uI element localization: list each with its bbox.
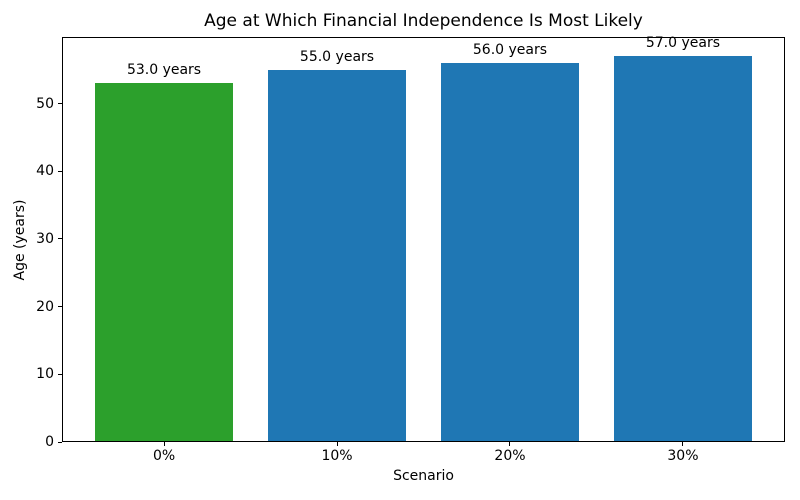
y-tick-label: 50 — [36, 95, 54, 112]
x-tick-mark — [163, 442, 165, 446]
bar-value-label: 55.0 years — [299, 48, 375, 65]
y-tick-label: 0 — [45, 434, 54, 450]
x-tick-mark — [682, 442, 684, 446]
bar — [94, 83, 234, 442]
y-tick-mark — [58, 170, 62, 172]
x-tick-label: 30% — [667, 448, 699, 464]
y-tick-label: 20 — [36, 298, 54, 315]
bar — [440, 63, 580, 442]
bar-value-label: 53.0 years — [126, 62, 202, 79]
bar-value-label: 57.0 years — [645, 35, 720, 52]
x-tick-label: 10% — [321, 448, 353, 464]
y-tick-mark — [58, 103, 62, 105]
y-tick-label: 10 — [36, 366, 54, 383]
bar-value-label: 56.0 years — [472, 42, 548, 59]
y-tick-label: 40 — [36, 163, 54, 180]
y-tick-mark — [58, 306, 62, 308]
bar — [613, 56, 753, 442]
x-tick-mark — [509, 442, 511, 446]
bar — [267, 69, 407, 442]
x-tick-label: 0% — [152, 448, 176, 464]
x-axis-label: Scenario — [393, 468, 454, 484]
x-tick-mark — [336, 442, 338, 446]
x-tick-label: 20% — [494, 448, 526, 464]
y-tick-mark — [58, 238, 62, 240]
y-tick-mark — [58, 441, 62, 443]
y-tick-label: 30 — [36, 230, 54, 247]
y-tick-mark — [58, 373, 62, 375]
chart-title: Age at Which Financial Independence Is M… — [204, 11, 643, 31]
